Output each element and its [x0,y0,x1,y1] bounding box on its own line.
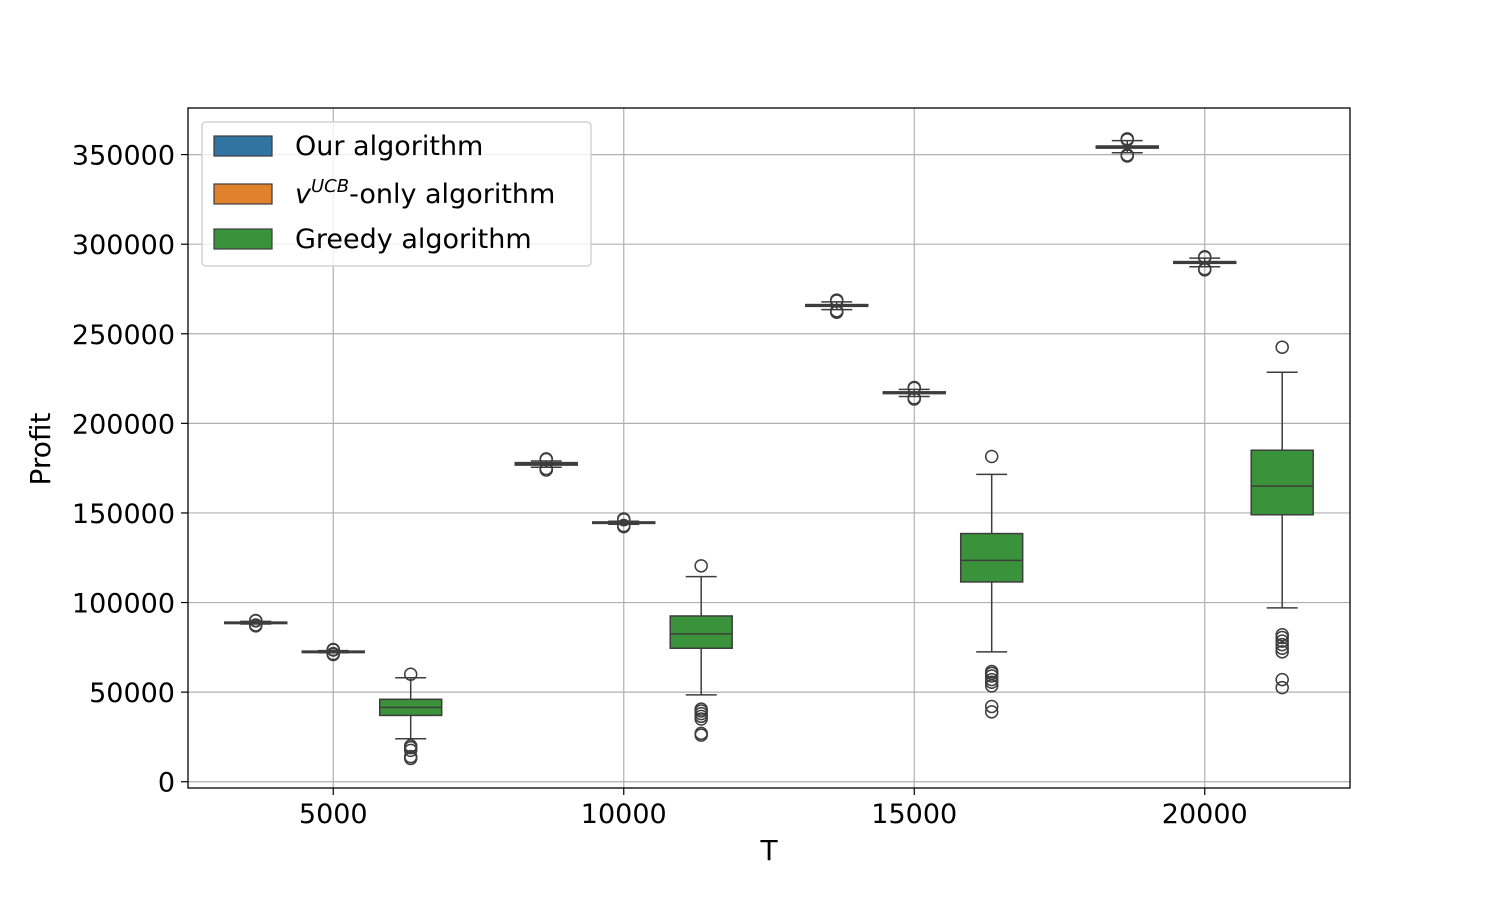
box-iqr [1250,449,1314,516]
box-ucb [1173,249,1237,277]
outlier-point [617,518,631,533]
outlier-point [1275,672,1289,687]
outlier-point [403,749,418,764]
box-greedy [378,667,443,766]
outlier-point [403,739,418,753]
y-tick-label: 200000 [72,409,175,440]
outlier-point [694,559,708,573]
outlier-point [326,646,340,661]
legend-label-ucb-base: v [295,179,312,210]
y-tick-label: 100000 [72,589,175,620]
legend-swatch-ucb [213,183,273,205]
y-tick-label: 50000 [89,678,175,709]
x-tick-label: 20000 [1162,799,1248,830]
box-greedy [959,449,1024,719]
box-our [514,452,578,477]
legend-swatch-our [213,135,273,157]
outlier-point [539,452,553,466]
box-our [224,613,288,633]
outlier-point [1120,132,1134,146]
outlier-point [1275,634,1289,648]
legend-label-greedy: Greedy algorithm [295,224,532,255]
outlier-point [326,642,340,657]
plot-frame [187,107,1351,789]
outlier-point [1198,249,1212,264]
legend-label-our: Our algorithm [295,131,483,162]
outlier-point [1275,645,1289,659]
outlier-point [1120,148,1134,162]
legend: Our algorithm vUCB-only algorithm Greedy… [201,121,592,267]
outlier-point [984,699,999,714]
outlier-point [694,726,708,741]
outlier-point [984,449,999,464]
y-tick-label: 350000 [72,141,175,172]
outlier-point [403,667,418,681]
outlier-point [248,613,263,628]
outlier-point [984,705,999,719]
outlier-point [1275,340,1289,354]
legend-frame [201,121,592,267]
outlier-point [248,618,263,632]
outlier-point [829,304,844,318]
box-greedy [669,559,733,742]
outlier-point [984,664,999,679]
box-our [805,293,869,320]
x-tick-label: 15000 [871,799,957,830]
legend-label-ucb-rest: -only algorithm [349,179,555,210]
legend-label-ucb-sup: UCB [311,176,349,197]
y-tick-label: 250000 [72,320,175,351]
outlier-point [1275,637,1289,652]
y-tick-label: 0 [158,768,175,799]
y-axis-label: Profit [24,412,57,485]
box-greedy [1250,340,1314,695]
outlier-point [1275,641,1289,655]
outlier-point [829,293,844,307]
outlier-point [1275,680,1289,695]
outlier-point [617,512,631,526]
outlier-point [984,672,999,687]
box-ucb [301,642,365,662]
x-tick-label: 10000 [581,799,667,830]
y-tick-label: 300000 [72,230,175,261]
legend-swatch-greedy [213,228,273,250]
box-our [1095,132,1159,163]
box-iqr [669,615,733,649]
box-iqr [959,532,1024,583]
outlier-point [539,461,553,476]
tick-layer: 5000 10000 15000 20000050000100000150000200… [72,141,1248,830]
x-tick-label: 5000 [299,799,368,830]
outlier-point [694,702,708,716]
x-axis-label: T [759,834,778,867]
legend-label-ucb: vUCB-only algorithm [295,176,555,210]
outlier-point [907,391,921,405]
outlier-point [1275,628,1289,642]
y-tick-label: 150000 [72,499,175,530]
box-layer [224,132,1314,766]
box-ucb [882,380,946,406]
box-ucb [592,512,656,534]
outlier-point [907,380,921,395]
